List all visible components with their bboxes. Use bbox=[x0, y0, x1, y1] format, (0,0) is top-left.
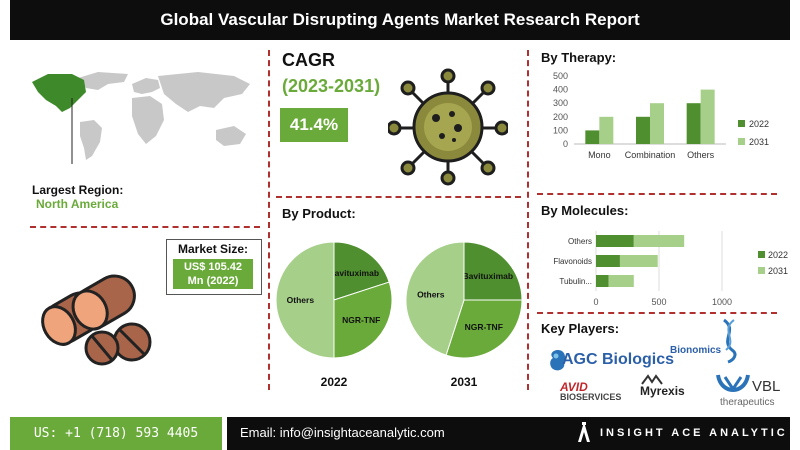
therapy-bar-2022 bbox=[636, 116, 650, 144]
molecules-bar-2022 bbox=[596, 235, 634, 247]
player-vbl-line1: VBL bbox=[752, 378, 781, 395]
therapy-legend-label: 2031 bbox=[749, 137, 769, 147]
player-vbl-line2: therapeutics bbox=[720, 397, 775, 408]
therapy-bar-2031 bbox=[700, 89, 715, 144]
therapy-category-label: Mono bbox=[588, 150, 611, 160]
pie-slice-label: NGR-TNF bbox=[465, 322, 503, 332]
players-section-title: Key Players: bbox=[541, 321, 620, 336]
cagr-period: (2023-2031) bbox=[282, 76, 381, 96]
footer-bar bbox=[227, 417, 790, 450]
pie-year-label: 2031 bbox=[451, 375, 478, 389]
market-size-value: US$ 105.42 Mn (2022) bbox=[173, 259, 253, 289]
therapy-y-tick-label: 500 bbox=[553, 71, 568, 81]
therapy-bar-chart: 0 100 200 300 400 500 Mono Combination Others 202… bbox=[553, 71, 769, 160]
report-title: Global Vascular Disrupting Agents Market… bbox=[10, 0, 790, 40]
greenland-shape bbox=[78, 72, 128, 90]
molecules-bar-2031 bbox=[633, 235, 685, 247]
therapy-legend-label: 2022 bbox=[749, 119, 769, 129]
therapy-bar-2031 bbox=[650, 103, 664, 144]
pie-slice-ngr-tnf bbox=[333, 281, 393, 359]
pie-slice-label: Bavituximab bbox=[463, 271, 514, 281]
world-map bbox=[32, 72, 250, 164]
therapy-bar-2031 bbox=[599, 116, 614, 144]
pie-slice-bavituximab bbox=[463, 241, 523, 301]
molecules-category-label: Tubulin... bbox=[559, 277, 592, 286]
virus-icon bbox=[388, 68, 508, 186]
molecules-x-tick-label: 500 bbox=[651, 297, 666, 307]
south-america-shape bbox=[80, 120, 102, 160]
product-pie-2022: Bavituximab NGR-TNF Others 2022 bbox=[275, 241, 393, 389]
divider-left bbox=[268, 50, 270, 390]
largest-region-label: Largest Region: bbox=[32, 183, 124, 197]
player-avid-line2: BIOSERVICES bbox=[560, 392, 622, 402]
footer-email[interactable]: Email: info@insightaceanalytic.com bbox=[240, 425, 445, 440]
therapy-y-tick-label: 400 bbox=[553, 85, 568, 95]
market-size-label: Market Size: bbox=[178, 242, 249, 256]
pie-slice-label: Others bbox=[417, 290, 445, 300]
product-section-title: By Product: bbox=[282, 206, 356, 221]
brand-logo-icon bbox=[578, 422, 590, 442]
largest-region-value: North America bbox=[36, 197, 119, 211]
therapy-y-tick-label: 200 bbox=[553, 112, 568, 122]
molecules-legend-swatch bbox=[758, 267, 765, 274]
therapy-category-label: Others bbox=[687, 150, 715, 160]
pie-year-label: 2022 bbox=[321, 375, 348, 389]
molecules-bar-2031 bbox=[619, 255, 658, 267]
molecules-category-label: Others bbox=[568, 237, 592, 246]
pie-slice-label: Others bbox=[287, 295, 315, 305]
footer-brand: INSIGHT ACE ANALYTIC bbox=[600, 427, 788, 439]
australia-shape bbox=[216, 126, 246, 146]
divider-right-top bbox=[537, 193, 777, 195]
bionomics-logo-icon bbox=[722, 318, 737, 364]
therapy-bar-2022 bbox=[686, 103, 701, 144]
player-myrexis: Myrexis bbox=[640, 384, 685, 398]
molecules-section-title: By Molecules: bbox=[541, 203, 629, 218]
capsules-icon bbox=[41, 274, 152, 366]
asia-shape bbox=[158, 72, 250, 112]
therapy-bar-2022 bbox=[585, 130, 600, 144]
pie-slice-ngr-tnf bbox=[445, 299, 523, 359]
therapy-category-label: Combination bbox=[625, 150, 676, 160]
therapy-section-title: By Therapy: bbox=[541, 50, 617, 65]
market-size-value-line2: Mn (2022) bbox=[187, 275, 239, 287]
agc-logo-icon bbox=[550, 350, 566, 371]
molecules-legend-label: 2031 bbox=[768, 266, 788, 276]
therapy-y-tick-label: 0 bbox=[563, 139, 568, 149]
molecules-bar-2022 bbox=[596, 275, 609, 287]
therapy-legend-swatch bbox=[738, 120, 745, 127]
myrexis-logo-icon bbox=[641, 374, 663, 385]
molecules-bar-2031 bbox=[608, 275, 634, 287]
molecules-category-label: Flavonoids bbox=[553, 257, 592, 266]
pie-slice-label: NGR-TNF bbox=[342, 315, 380, 325]
player-bionomics: Bionomics bbox=[670, 345, 722, 356]
market-size-value-line1: US$ 105.42 bbox=[183, 261, 243, 273]
pie-slice-others bbox=[275, 241, 335, 359]
pie-slice-label: Bavituximab bbox=[328, 268, 379, 278]
player-agc-biologics: AGC Biologics bbox=[562, 351, 675, 368]
north-america-shape bbox=[32, 74, 86, 112]
cagr-value: 41.4% bbox=[280, 108, 348, 142]
divider-center-mid bbox=[276, 196, 521, 198]
europe-shape bbox=[132, 78, 160, 94]
molecules-bar-2022 bbox=[596, 255, 620, 267]
divider-right-mid bbox=[537, 312, 777, 314]
molecules-bar-chart: 0 500 1000 Tubulin... Flavonoids Others 2022 20… bbox=[553, 231, 788, 307]
molecules-x-tick-label: 0 bbox=[593, 297, 598, 307]
vbl-logo-icon bbox=[716, 374, 750, 392]
therapy-y-tick-label: 100 bbox=[553, 125, 568, 135]
molecules-legend-label: 2022 bbox=[768, 250, 788, 260]
pie-slice-bavituximab bbox=[333, 241, 390, 301]
divider-right bbox=[527, 50, 529, 390]
footer-phone: US: +1 (718) 593 4405 bbox=[10, 417, 222, 450]
therapy-legend-swatch bbox=[738, 138, 745, 145]
player-avid-line1: AVID bbox=[560, 380, 588, 394]
africa-shape bbox=[132, 96, 164, 144]
product-pie-2031: Bavituximab NGR-TNF Others 2031 bbox=[405, 241, 523, 389]
therapy-y-tick-label: 300 bbox=[553, 98, 568, 108]
molecules-legend-swatch bbox=[758, 251, 765, 258]
cagr-title: CAGR bbox=[282, 50, 335, 70]
molecules-x-tick-label: 1000 bbox=[712, 297, 732, 307]
divider-left-mid bbox=[30, 226, 260, 228]
pie-slice-others bbox=[405, 241, 465, 356]
